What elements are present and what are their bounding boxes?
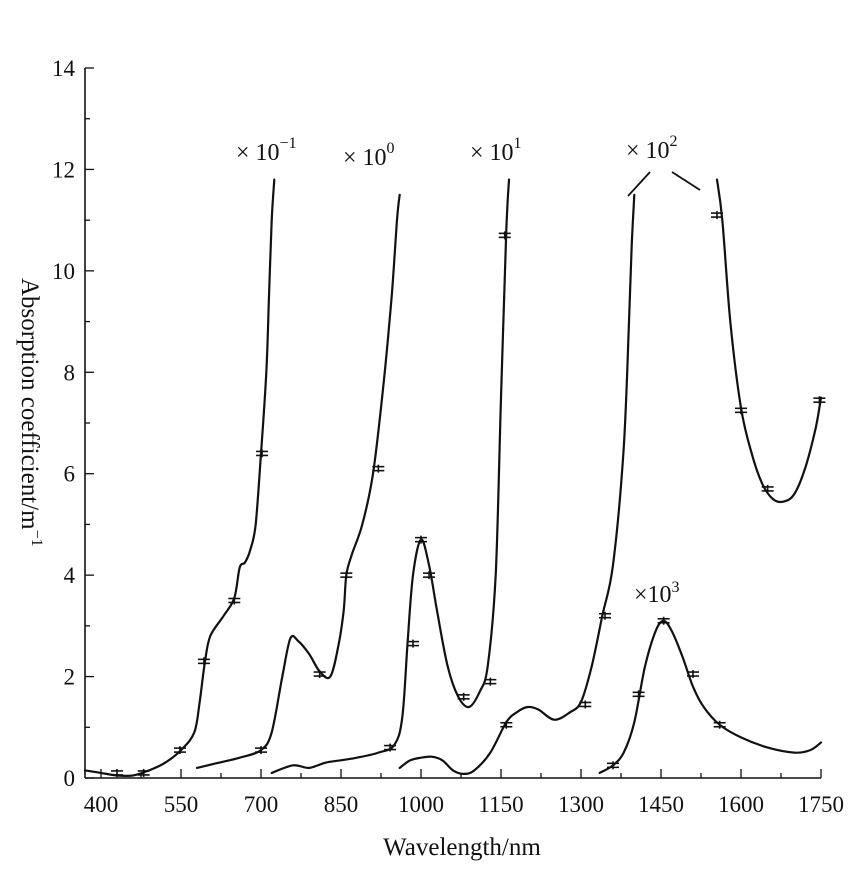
series-curve-6 <box>598 619 823 774</box>
curves <box>83 178 823 778</box>
series-curve-1 <box>83 178 276 778</box>
scale-label-4-base: × 10 <box>626 138 670 164</box>
scale-label-2: × 100 <box>343 140 395 171</box>
x-tick-label: 1000 <box>398 792 444 817</box>
y-axis-title-text: Absorption coefficient/m <box>16 278 43 530</box>
x-tick-label: 1600 <box>718 792 764 817</box>
y-tick-label: 12 <box>52 157 75 182</box>
y-axis-title: Absorption coefficient/m−1 <box>16 278 45 547</box>
y-tick-label: 8 <box>64 360 76 385</box>
scale-label-2-exp: 0 <box>387 140 395 157</box>
x-tick-label: 550 <box>164 792 199 817</box>
scale-label-4: × 102 <box>626 133 678 164</box>
series-curve-5 <box>715 178 823 504</box>
x-axis-title: Wavelength/nm <box>383 834 541 861</box>
y-tick-label: 4 <box>64 563 76 588</box>
scale-label-4-pointer-right <box>671 171 701 191</box>
series-curve-4 <box>398 193 636 775</box>
series-curve-2 <box>195 193 401 769</box>
scale-label-3: × 101 <box>470 135 522 166</box>
scale-label-1-base: × 10 <box>236 140 280 166</box>
scale-label-4-exp: 2 <box>670 133 678 150</box>
scale-label-3-base: × 10 <box>470 140 514 166</box>
scale-label-5: ×103 <box>634 579 680 608</box>
series-curve-3 <box>270 178 511 774</box>
scale-label-3-exp: 1 <box>514 135 522 152</box>
error-bars <box>111 211 826 777</box>
scale-label-1: × 10−1 <box>236 135 297 166</box>
x-tick-label: 1750 <box>798 792 844 817</box>
y-tick-label: 2 <box>64 665 76 690</box>
x-tick-label: 1450 <box>638 792 684 817</box>
x-tick-label: 1300 <box>558 792 604 817</box>
y-tick-label: 6 <box>64 462 76 487</box>
scale-label-5-exp: 3 <box>672 579 680 596</box>
y-tick-label: 0 <box>64 766 76 791</box>
scale-label-5-base: ×10 <box>634 582 672 608</box>
y-axis-title-sup: −1 <box>28 530 45 547</box>
x-tick-label: 400 <box>84 792 119 817</box>
scale-label-1-exp: −1 <box>280 135 297 152</box>
x-tick-label: 850 <box>324 792 359 817</box>
x-tick-label: 1150 <box>478 792 523 817</box>
y-tick-label: 14 <box>52 56 76 81</box>
y-tick-label: 10 <box>52 259 75 284</box>
scale-label-2-base: × 10 <box>343 145 387 171</box>
x-tick-label: 700 <box>244 792 279 817</box>
scale-label-4-pointer-left <box>627 171 651 197</box>
